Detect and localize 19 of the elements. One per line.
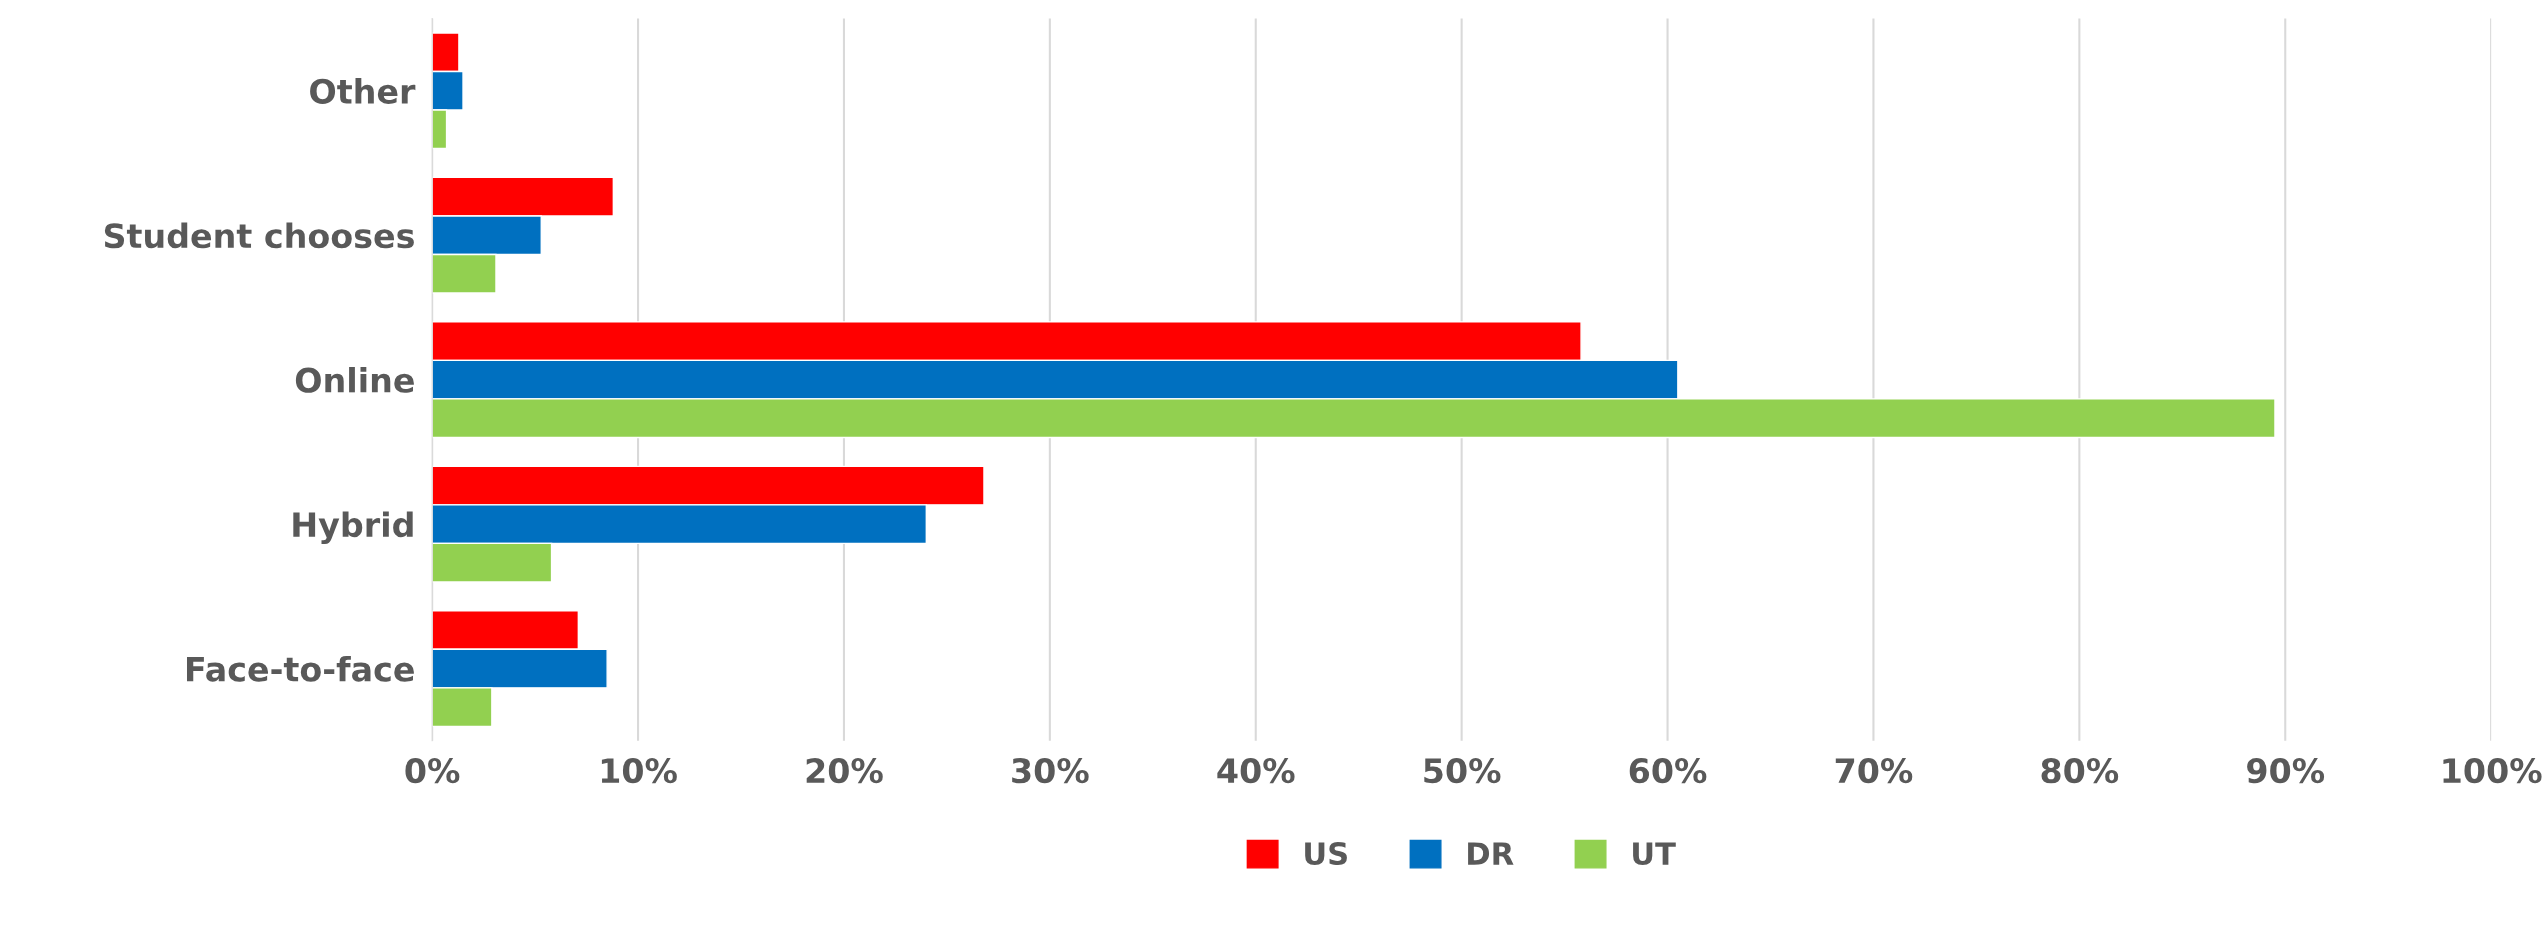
x-tick-label: 20%: [806, 758, 883, 784]
x-tick-label: 0%: [405, 758, 460, 784]
legend-label: DR: [1468, 842, 1514, 865]
x-tick-label: 90%: [2247, 758, 2325, 784]
y-tick-label: Other: [310, 78, 416, 104]
legend-label: US: [1305, 841, 1347, 866]
y-tick-label: Online: [295, 367, 414, 393]
x-tick-label: 30%: [1012, 758, 1089, 784]
y-tick-label: Student chooses: [104, 222, 414, 249]
x-tick-label: 60%: [1629, 758, 1707, 784]
x-tick-label: 70%: [1835, 758, 1913, 784]
x-tick-label: 100%: [2443, 758, 2542, 784]
x-tick-label: 50%: [1424, 758, 1501, 784]
y-tick-label: Hybrid: [293, 511, 413, 544]
y-tick-label: Face-to-face: [186, 655, 414, 682]
x-tick-label: 80%: [2041, 758, 2119, 784]
legend-label: UT: [1633, 842, 1676, 866]
x-tick-label: 40%: [1217, 758, 1295, 784]
x-tick-label: 10%: [601, 758, 677, 784]
